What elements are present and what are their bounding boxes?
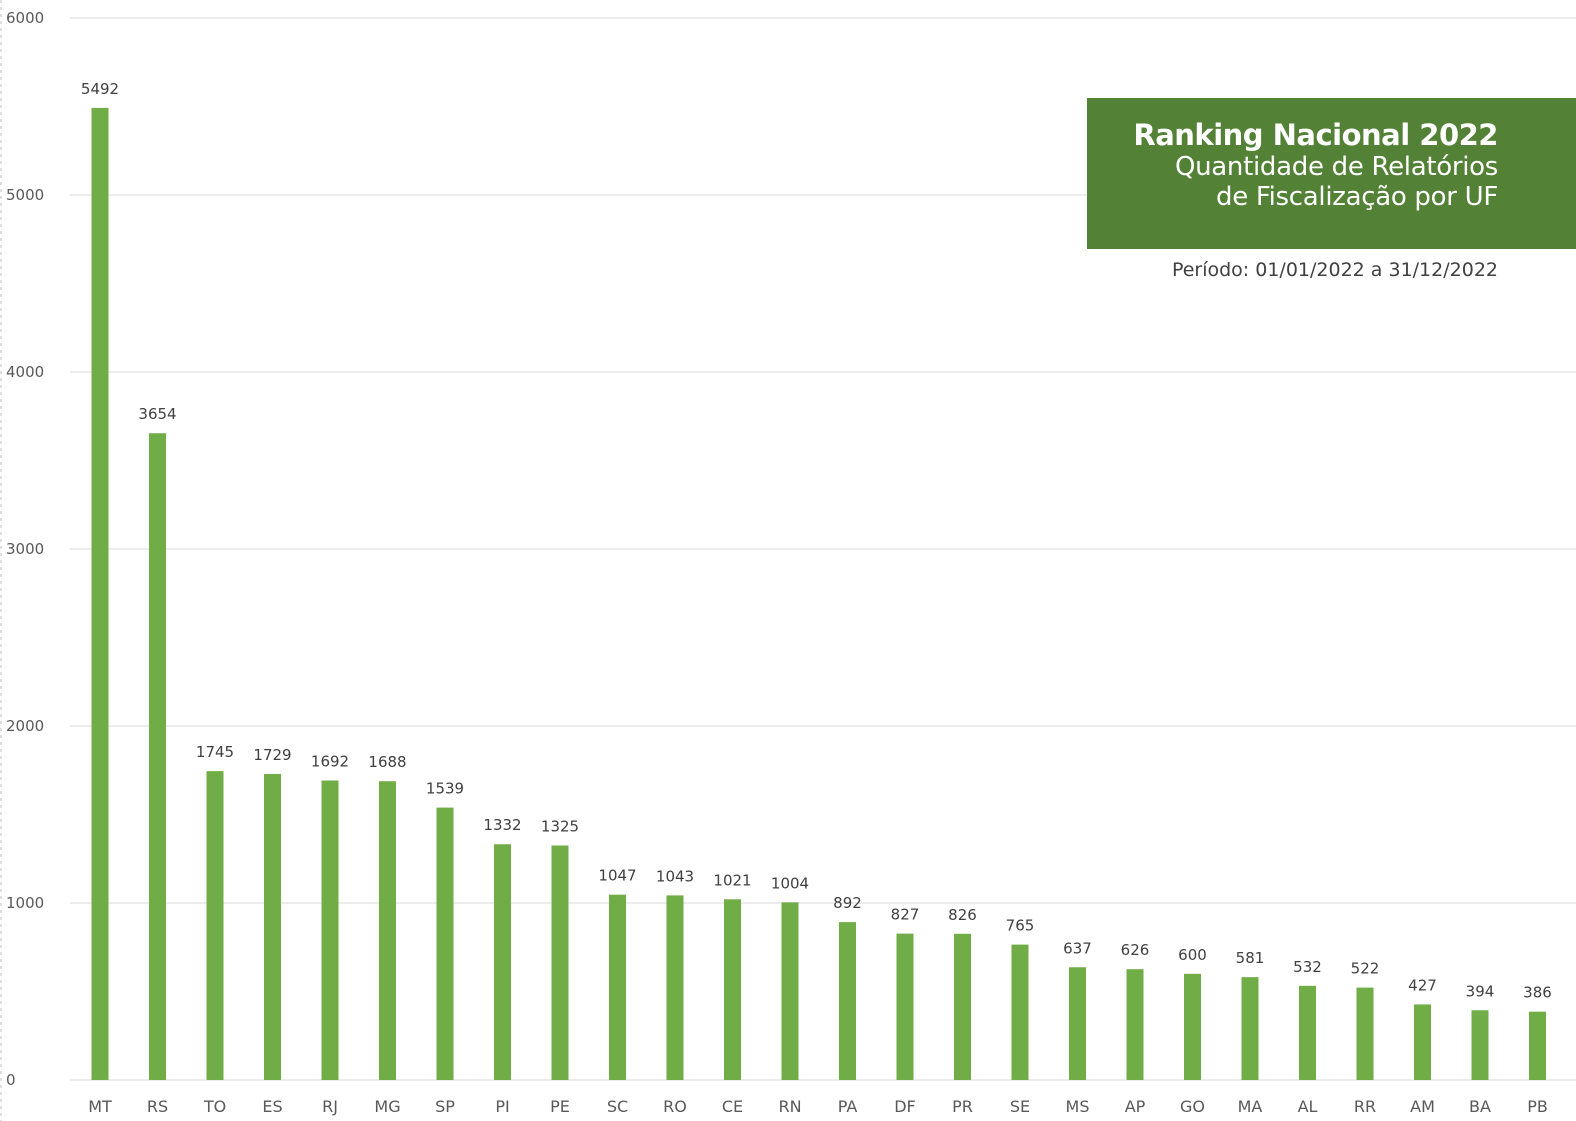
x-tick-label: TO: [203, 1097, 226, 1116]
bar-am: [1414, 1004, 1431, 1080]
data-label: 1692: [311, 753, 349, 771]
bar-pe: [551, 845, 569, 1080]
x-tick-label: ES: [262, 1097, 282, 1116]
bar-ro: [666, 895, 684, 1080]
x-tick-label: GO: [1180, 1097, 1205, 1116]
bar-to: [206, 771, 224, 1080]
data-label: 1688: [368, 753, 406, 771]
data-label: 637: [1063, 939, 1092, 957]
x-tick-label: PR: [952, 1097, 973, 1116]
x-tick-label: AL: [1298, 1097, 1318, 1116]
x-tick-label: PE: [550, 1097, 570, 1116]
data-label: 386: [1523, 984, 1552, 1002]
data-label: 532: [1293, 958, 1322, 976]
x-tick-label: SC: [607, 1097, 628, 1116]
x-tick-label: DF: [894, 1097, 916, 1116]
y-tick-label: 0: [6, 1071, 16, 1089]
data-label: 3654: [138, 405, 176, 423]
chart-subtitle-line-1: Quantidade de Relatórios: [1174, 152, 1498, 182]
bar-rj: [321, 780, 339, 1080]
chart-subtitle-line-2: de Fiscalização por UF: [1215, 182, 1498, 212]
bar-rs: [149, 433, 166, 1080]
bar-mt: [91, 107, 109, 1080]
bar-pa: [839, 922, 856, 1080]
bar-pb: [1529, 1011, 1546, 1080]
data-label: 892: [833, 894, 862, 912]
bar-ma: [1241, 977, 1259, 1080]
bar-ms: [1069, 967, 1086, 1080]
bar-sc: [609, 894, 626, 1080]
data-label: 600: [1178, 946, 1207, 964]
y-tick-label: 5000: [6, 186, 44, 204]
bar-mg: [379, 781, 396, 1080]
data-label: 827: [891, 906, 920, 924]
x-tick-label: PA: [838, 1097, 858, 1116]
x-tick-label: PB: [1527, 1097, 1548, 1116]
data-label: 427: [1408, 976, 1437, 994]
data-label: 581: [1236, 949, 1265, 967]
y-tick-label: 1000: [6, 894, 44, 912]
x-tick-label: AM: [1410, 1097, 1435, 1116]
x-tick-label: MT: [88, 1097, 112, 1116]
data-label: 394: [1466, 982, 1495, 1000]
data-labels: 5492 3654 1745 1729 1692 1688 1539 1332 1325 1047…: [81, 80, 1552, 1002]
data-label: 1729: [253, 746, 291, 764]
bar-se: [1011, 944, 1029, 1080]
data-label: 1332: [483, 816, 521, 834]
x-tick-label: RS: [147, 1097, 168, 1116]
data-label: 1004: [771, 874, 809, 892]
x-axis-labels: MT RS TO ES RJ MG SP PI PE SC RO CE RN PA DF PR SE MS AP GO…: [88, 1097, 1548, 1116]
bar-df: [896, 933, 914, 1080]
data-label: 626: [1121, 941, 1150, 959]
bar-ap: [1126, 969, 1144, 1080]
data-label: 1043: [656, 867, 694, 885]
bar-pi: [494, 844, 511, 1080]
bar-rn: [781, 902, 799, 1080]
x-tick-label: RR: [1354, 1097, 1376, 1116]
x-tick-label: AP: [1125, 1097, 1146, 1116]
x-tick-label: MA: [1238, 1097, 1263, 1116]
bar-pr: [954, 933, 971, 1080]
bar-al: [1299, 985, 1316, 1080]
bar-rr: [1356, 987, 1374, 1080]
chart-title: Ranking Nacional 2022: [1133, 118, 1498, 152]
data-label: 1539: [426, 780, 464, 798]
bars: [91, 107, 1546, 1080]
data-label: 1325: [541, 817, 579, 835]
bar-es: [264, 773, 281, 1080]
y-tick-label: 2000: [6, 717, 44, 735]
data-label: 826: [948, 906, 977, 924]
data-label: 765: [1006, 917, 1035, 935]
x-tick-label: BA: [1469, 1097, 1491, 1116]
x-tick-label: PI: [495, 1097, 509, 1116]
data-label: 1047: [598, 867, 636, 885]
data-label: 522: [1351, 960, 1380, 978]
bar-ba: [1471, 1010, 1489, 1080]
data-label: 1021: [713, 871, 751, 889]
y-tick-label: 3000: [6, 540, 44, 558]
y-tick-label: 4000: [6, 363, 44, 381]
data-label: 5492: [81, 80, 119, 98]
x-tick-label: RO: [663, 1097, 687, 1116]
chart-title-box: Ranking Nacional 2022 Quantidade de Rela…: [1087, 98, 1576, 249]
x-tick-label: SE: [1010, 1097, 1030, 1116]
x-tick-label: MG: [374, 1097, 400, 1116]
x-tick-label: CE: [722, 1097, 743, 1116]
x-tick-label: SP: [435, 1097, 455, 1116]
period-label: Período: 01/01/2022 a 31/12/2022: [1171, 259, 1498, 281]
data-label: 1745: [196, 743, 234, 761]
y-axis-ticks: 0 1000 2000 3000 4000 5000 6000: [6, 9, 44, 1089]
y-tick-label: 6000: [6, 9, 44, 27]
x-tick-label: RN: [778, 1097, 801, 1116]
bar-sp: [436, 807, 454, 1080]
bar-go: [1184, 973, 1201, 1080]
bar-ce: [724, 899, 741, 1080]
x-tick-label: MS: [1066, 1097, 1090, 1116]
x-tick-label: RJ: [322, 1097, 338, 1116]
